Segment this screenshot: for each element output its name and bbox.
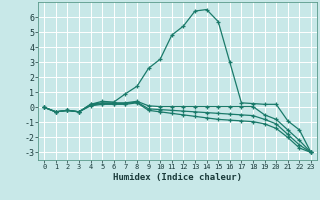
X-axis label: Humidex (Indice chaleur): Humidex (Indice chaleur) bbox=[113, 173, 242, 182]
